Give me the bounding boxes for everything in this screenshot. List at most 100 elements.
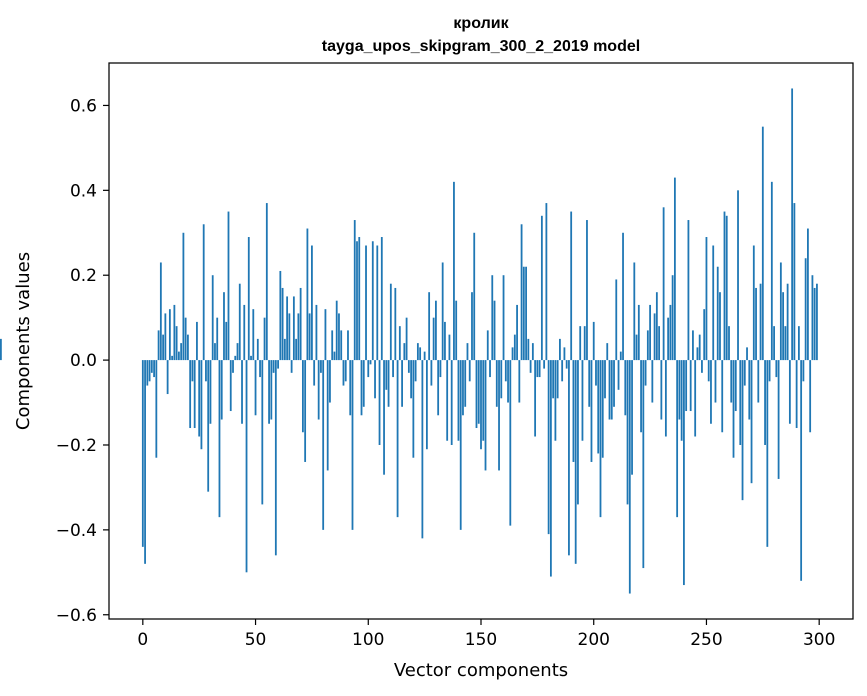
bar xyxy=(574,360,577,564)
bar xyxy=(797,326,800,361)
bar xyxy=(626,360,629,505)
bar xyxy=(214,343,216,361)
bar xyxy=(182,232,185,361)
bar xyxy=(703,309,706,361)
x-tick-label: 200 xyxy=(578,630,610,650)
bar xyxy=(712,245,715,361)
bar xyxy=(306,228,309,361)
bar xyxy=(617,360,620,390)
chart-title: кролик xyxy=(453,15,509,32)
bar xyxy=(755,287,757,361)
bar xyxy=(658,326,661,361)
bar xyxy=(752,245,755,361)
bar xyxy=(338,313,340,361)
bar xyxy=(516,304,518,361)
bar xyxy=(730,360,733,403)
bar xyxy=(592,321,595,361)
bar xyxy=(545,203,548,361)
bar xyxy=(484,360,487,471)
bar xyxy=(473,232,476,361)
bar xyxy=(331,330,334,361)
plot-area: 0 50 100 150 200 250 300 −0.6 −0.4 −0.2 0.0 0.2 0.4… xyxy=(0,62,854,650)
bar xyxy=(748,360,751,420)
bar xyxy=(448,334,451,361)
bar xyxy=(453,181,455,361)
bar xyxy=(637,304,640,361)
bar xyxy=(288,313,291,361)
bar xyxy=(435,300,437,361)
bar xyxy=(236,343,239,361)
bar xyxy=(464,360,467,407)
bar xyxy=(552,360,555,399)
y-tick-label: 0.2 xyxy=(70,266,97,286)
bar xyxy=(177,351,180,361)
bar xyxy=(802,360,805,382)
bar xyxy=(507,360,509,403)
bar xyxy=(608,360,611,420)
bar xyxy=(721,360,724,433)
bar xyxy=(317,360,320,420)
bar xyxy=(811,275,814,361)
bar xyxy=(326,360,329,471)
bar xyxy=(171,355,174,361)
bar xyxy=(256,338,259,361)
bar xyxy=(579,326,582,361)
bar xyxy=(631,360,633,475)
bar xyxy=(220,360,223,420)
bar xyxy=(439,360,442,378)
bar xyxy=(698,334,701,361)
bar xyxy=(784,326,787,361)
bar xyxy=(396,360,399,518)
bar xyxy=(421,360,424,539)
bar xyxy=(398,326,401,361)
bar xyxy=(577,360,579,505)
bar xyxy=(707,360,710,382)
bar xyxy=(737,190,739,361)
bar xyxy=(412,360,415,458)
bar xyxy=(232,360,234,373)
bar xyxy=(405,317,408,361)
bar xyxy=(565,360,568,369)
bar xyxy=(595,360,597,386)
bar xyxy=(701,360,703,373)
bar xyxy=(653,313,656,361)
x-tick-label: 0 xyxy=(137,630,148,650)
bar xyxy=(389,283,392,361)
bar xyxy=(281,287,284,361)
bar xyxy=(761,126,764,361)
bar xyxy=(227,211,230,361)
bar xyxy=(743,360,746,386)
bar xyxy=(387,360,390,407)
bar xyxy=(371,241,374,361)
bar xyxy=(549,360,552,577)
y-tick-label: −0.2 xyxy=(56,436,97,456)
bar xyxy=(692,330,694,361)
bar xyxy=(633,262,636,361)
bar xyxy=(509,360,512,526)
bar xyxy=(335,300,338,361)
bar xyxy=(732,360,735,458)
bar xyxy=(241,360,243,424)
bar xyxy=(518,360,521,403)
bar xyxy=(597,360,600,454)
bar xyxy=(586,220,588,361)
bar xyxy=(457,360,460,441)
y-tick-label: −0.6 xyxy=(56,606,97,626)
bar xyxy=(563,347,566,361)
bar xyxy=(547,360,550,535)
bar xyxy=(773,326,775,361)
bar xyxy=(786,283,789,361)
bar xyxy=(583,326,586,361)
bar xyxy=(419,347,422,361)
bar xyxy=(324,309,327,361)
bar xyxy=(342,360,345,386)
bar xyxy=(0,338,2,361)
y-axis-ticks: −0.6 −0.4 −0.2 0.0 0.2 0.4 0.6 xyxy=(56,96,109,626)
bar xyxy=(741,360,744,501)
bar xyxy=(504,360,507,382)
bar xyxy=(200,360,203,450)
bar xyxy=(667,317,670,361)
bar xyxy=(511,347,514,361)
bar xyxy=(536,360,539,378)
